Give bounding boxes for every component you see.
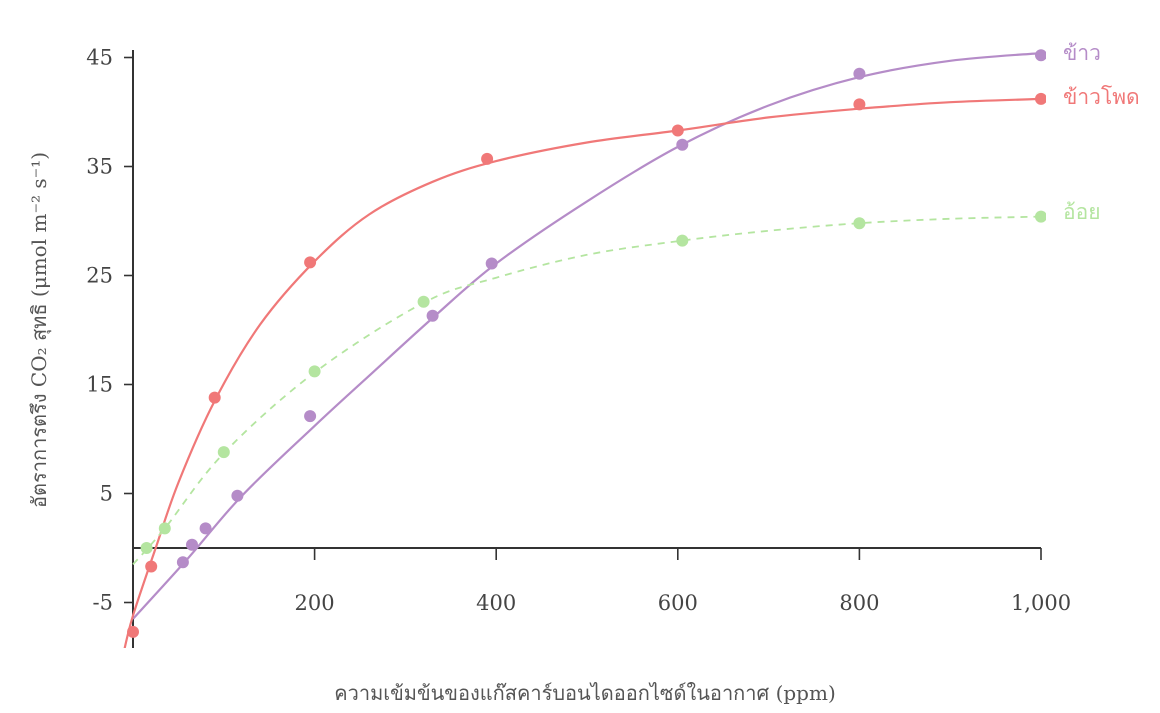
series-1-point xyxy=(426,309,439,322)
series-3-point xyxy=(676,234,689,247)
series-2-label: ข้าวโพด xyxy=(1063,85,1140,109)
series-2-line xyxy=(123,97,1042,648)
series-2-point xyxy=(208,391,221,404)
series-3-point xyxy=(217,446,230,459)
series-3-label: อ้อย xyxy=(1063,200,1101,224)
series-2-point xyxy=(671,124,684,137)
series-3-point xyxy=(853,217,866,230)
series-1-point xyxy=(231,489,244,502)
series-3-point xyxy=(158,522,171,535)
y-tick-label: 15 xyxy=(86,373,113,397)
y-tick-label: 45 xyxy=(86,46,113,70)
series-3-line xyxy=(132,215,1042,565)
series-1-point xyxy=(304,410,317,423)
series-1-point xyxy=(199,522,212,535)
series-1-point xyxy=(176,556,189,569)
series-2-point xyxy=(853,98,866,111)
series-3-point xyxy=(140,542,153,554)
x-tick-label: 400 xyxy=(476,591,516,615)
x-axis-title: ความเข้มข้นของแก๊สคาร์บอนไดออกไซด์ในอากา… xyxy=(334,681,836,705)
series-2-point xyxy=(481,152,494,165)
y-tick-label: 5 xyxy=(100,482,113,506)
y-tick-label: 25 xyxy=(86,264,113,288)
series-3-point xyxy=(308,365,321,378)
series-1-point xyxy=(853,67,866,80)
x-tick-label: 1,000 xyxy=(1011,591,1071,615)
series-3-point xyxy=(1035,210,1046,223)
series-1-point xyxy=(1035,49,1046,62)
series-2-point xyxy=(304,256,317,269)
series-2-point xyxy=(127,625,139,638)
series-2-point xyxy=(145,560,158,573)
x-tick-label: 200 xyxy=(295,591,335,615)
series-1-point xyxy=(676,138,689,151)
y-tick-label: -5 xyxy=(93,591,113,615)
series-1-point xyxy=(485,257,498,270)
series-3-point xyxy=(417,295,430,308)
x-tick-label: 800 xyxy=(839,591,879,615)
series-1-line xyxy=(132,52,1042,620)
y-tick-label: 35 xyxy=(86,155,113,179)
series-1-point xyxy=(186,538,198,551)
y-axis-title: อัตราการตรึง CO₂ สุทธิ (μmol m⁻² s⁻¹) xyxy=(27,152,52,508)
series-1-label: ข้าว xyxy=(1063,41,1101,65)
series-2-point xyxy=(1035,92,1046,105)
x-tick-label: 600 xyxy=(658,591,698,615)
